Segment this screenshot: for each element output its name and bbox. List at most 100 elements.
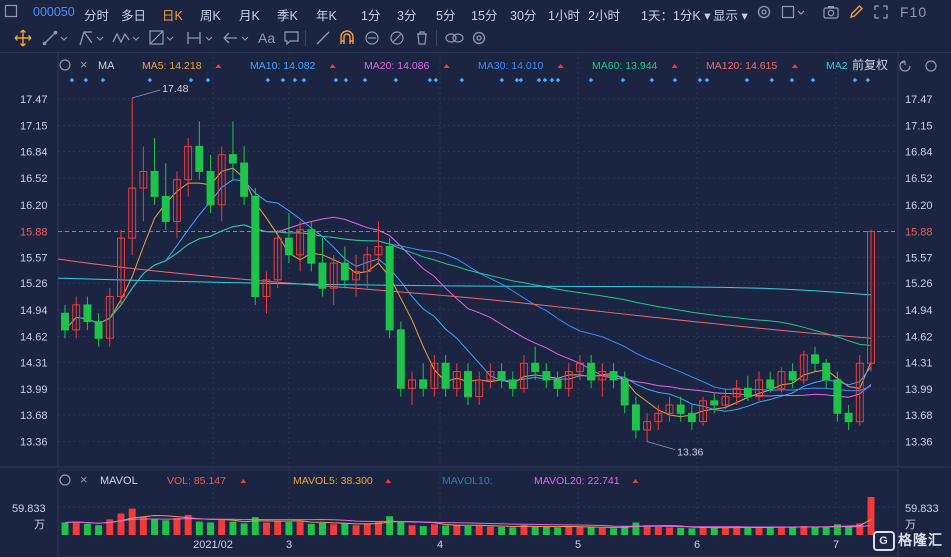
volume-bar xyxy=(554,527,562,535)
volume-bar xyxy=(207,522,214,535)
measure-tool-icon[interactable] xyxy=(186,29,213,47)
vol-up-arrow-icon xyxy=(385,479,392,483)
candle-body xyxy=(61,312,69,331)
wave-tool-icon[interactable] xyxy=(112,29,140,47)
vol-legend-item: VOL: 85.147 xyxy=(167,475,226,487)
candle-body xyxy=(206,170,215,206)
candle-body xyxy=(553,379,562,389)
y-axis-label-left: 16.84 xyxy=(20,146,48,158)
volume-bar xyxy=(419,526,427,535)
volume-bar xyxy=(352,525,360,535)
event-marker xyxy=(769,77,775,83)
volume-bar xyxy=(263,522,270,535)
candle-body xyxy=(766,379,775,389)
period-tab-11[interactable]: 30分 xyxy=(510,9,537,23)
link-icon[interactable] xyxy=(444,29,464,47)
hide-icon[interactable] xyxy=(388,29,406,47)
magnet-icon[interactable] xyxy=(338,29,356,47)
text-tool-button[interactable]: Aa xyxy=(258,30,276,46)
event-marker xyxy=(188,77,194,83)
reset-icon[interactable] xyxy=(899,60,911,72)
y-axis-label-left: 15.57 xyxy=(20,252,48,264)
period-tab-4[interactable]: 月K xyxy=(239,9,260,23)
period-tab-10[interactable]: 15分 xyxy=(471,9,498,23)
checkbox-icon[interactable] xyxy=(781,4,805,20)
pencil-icon[interactable] xyxy=(848,4,864,20)
lock-cycle-icon[interactable] xyxy=(363,29,381,47)
volume-bar xyxy=(251,517,259,535)
display-select[interactable]: 显示 ▾ xyxy=(713,9,748,23)
trash-icon[interactable] xyxy=(413,29,431,47)
arrow-tool-icon[interactable] xyxy=(222,29,249,47)
event-marker xyxy=(744,77,750,83)
f10-button[interactable]: F10 xyxy=(900,4,928,20)
volume-bar xyxy=(542,526,550,535)
volume-bar xyxy=(576,526,584,535)
candle-body xyxy=(687,412,696,423)
interval-select[interactable]: 1天：1分K ▾ xyxy=(641,9,711,23)
candle-body xyxy=(464,371,472,398)
period-tab-0[interactable]: 分时 xyxy=(84,9,110,23)
candle-body xyxy=(117,237,125,298)
period-tab-5[interactable]: 季K xyxy=(277,9,298,23)
crosshair-move-icon[interactable] xyxy=(14,29,32,47)
kline-chart[interactable]: × MA MA5: 14.218 MA10: 14.082 MA20: 14.086 MA… xyxy=(0,52,951,557)
volume-bar xyxy=(430,524,438,535)
ma-settings-icon[interactable] xyxy=(59,59,71,71)
settings-gear-icon[interactable] xyxy=(756,4,772,20)
vol-settings-icon[interactable] xyxy=(59,474,71,486)
period-tab-3[interactable]: 周K xyxy=(200,9,221,23)
candle-body xyxy=(520,362,528,389)
period-tab-6[interactable]: 年K xyxy=(316,9,337,23)
event-marker xyxy=(555,77,561,83)
candle-body xyxy=(822,362,831,381)
comment-tool-icon[interactable] xyxy=(283,29,301,47)
volume-bar xyxy=(229,521,237,535)
event-marker xyxy=(536,77,542,83)
y-axis-label-right: 14.94 xyxy=(905,305,933,317)
event-marker xyxy=(393,77,399,83)
candle-body xyxy=(172,179,181,222)
period-tab-7[interactable]: 1分 xyxy=(361,9,381,23)
event-marker xyxy=(69,77,75,83)
fullscreen-icon[interactable] xyxy=(873,4,889,20)
volume-bar xyxy=(654,526,662,535)
period-tab-2[interactable]: 日K xyxy=(162,9,183,23)
ma-legend-item: MA10: 14.082 xyxy=(250,60,316,72)
camera-icon[interactable] xyxy=(822,4,839,20)
y-axis-label-left: 17.15 xyxy=(20,121,48,133)
volume-bar xyxy=(464,526,472,535)
tool-settings-icon[interactable] xyxy=(470,29,488,47)
volume-bar xyxy=(397,521,405,535)
vol-close-icon: × xyxy=(80,472,88,487)
y-axis-label-left: 16.52 xyxy=(20,173,48,185)
y-axis-label-left: 13.99 xyxy=(20,384,48,396)
period-tab-1[interactable]: 多日 xyxy=(121,9,147,23)
ruler-icon[interactable] xyxy=(314,29,332,47)
candle-body xyxy=(799,354,808,381)
channel-tool-icon[interactable] xyxy=(78,29,104,47)
volume-bar xyxy=(442,525,450,535)
pattern-tool-icon[interactable] xyxy=(148,29,174,47)
volume-bar xyxy=(565,526,573,535)
y-axis-label-left: 17.47 xyxy=(20,94,48,106)
volume-bar xyxy=(789,527,797,535)
period-tab-12[interactable]: 1小时 xyxy=(548,9,580,23)
volume-bar xyxy=(666,527,673,535)
price-pane-frame xyxy=(57,52,899,468)
y-axis-label-right: 16.84 xyxy=(905,146,933,158)
y-axis-label-right: 13.68 xyxy=(905,410,933,422)
period-tab-9[interactable]: 5分 xyxy=(436,9,456,23)
candle-body xyxy=(72,304,81,331)
period-tab-8[interactable]: 3分 xyxy=(397,9,417,23)
volume-bar xyxy=(341,523,349,535)
close-pane-icon[interactable] xyxy=(925,60,937,72)
trend-line-icon[interactable] xyxy=(42,29,68,47)
volume-bar xyxy=(632,522,640,535)
period-tab-13[interactable]: 2小时 xyxy=(588,9,620,23)
event-marker xyxy=(620,77,626,83)
candle-body xyxy=(452,371,461,389)
window-square-icon[interactable] xyxy=(4,4,20,20)
volume-axis-unit-right: 万 xyxy=(905,519,916,531)
event-marker xyxy=(542,77,548,83)
